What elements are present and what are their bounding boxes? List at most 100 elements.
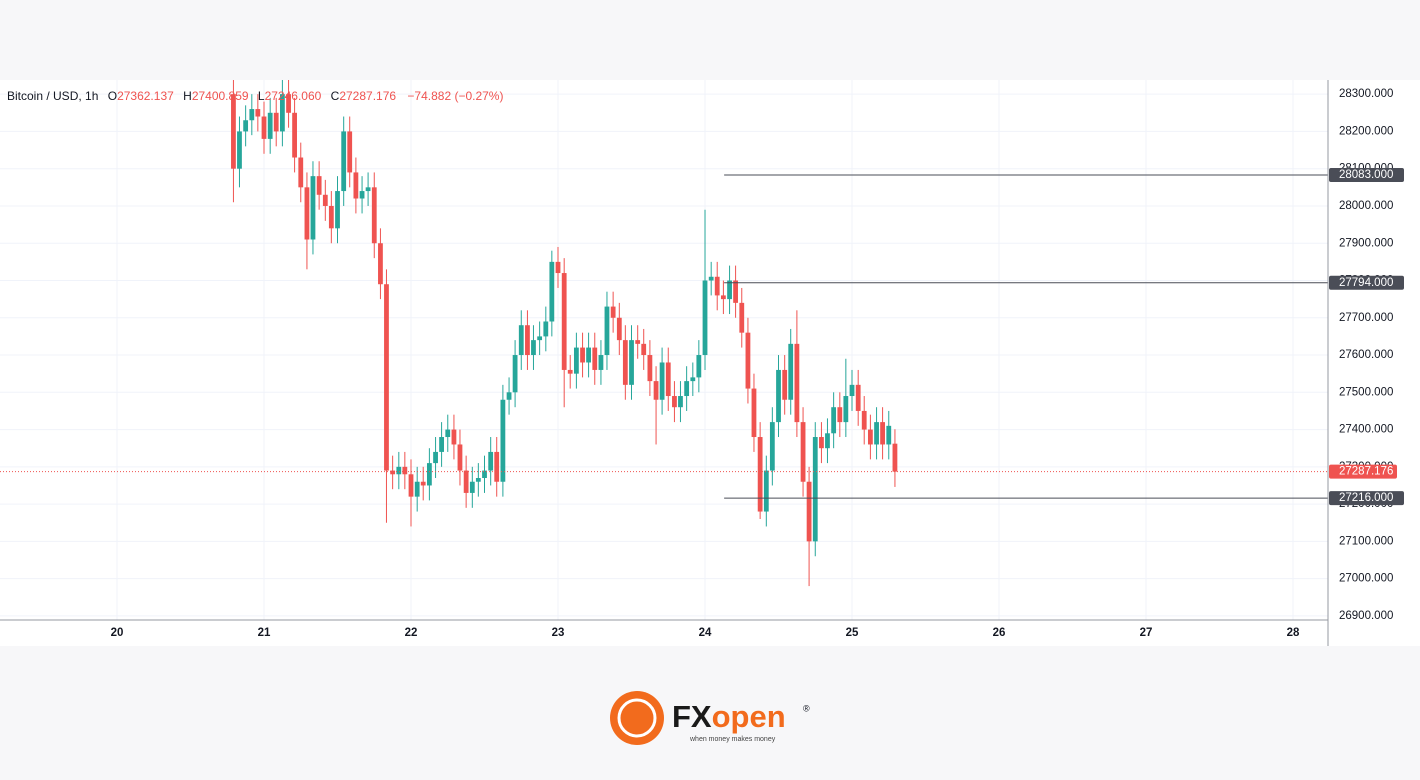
level-tag [1329, 168, 1404, 183]
candle-body [788, 343, 794, 400]
candle-body [635, 340, 641, 344]
candle-body [298, 157, 304, 188]
candle-body [843, 396, 849, 423]
candle-body [279, 94, 285, 132]
logo-open: open [712, 699, 786, 734]
axes: 26900.00027000.00027100.00027200.0002730… [111, 88, 1404, 639]
x-tick-label: 23 [552, 627, 565, 639]
candle-body [231, 94, 236, 169]
candle-body [629, 340, 634, 385]
candle-body [690, 377, 696, 382]
level-label: 28083.000 [1339, 169, 1393, 181]
logo-wordmark: FXopen [672, 699, 786, 734]
level-label: 27794.000 [1339, 277, 1393, 289]
candle-body [641, 343, 647, 356]
candle-body [745, 332, 751, 389]
y-tick-label: 28300.000 [1339, 88, 1393, 100]
candle-body [445, 429, 451, 438]
logo-icon-ring [617, 698, 657, 738]
candle-body [273, 112, 279, 132]
candle-body [365, 187, 371, 192]
candle-body [353, 172, 359, 199]
candle-body [727, 280, 732, 300]
candle-body [598, 355, 604, 370]
candle-body [776, 369, 781, 423]
level-tag [1329, 491, 1404, 506]
candle-body [359, 191, 365, 199]
close-value: 27287.176 [339, 89, 396, 103]
logo-fx: FX [672, 699, 712, 734]
candle-body [622, 340, 628, 385]
candle-body [678, 396, 683, 408]
grid [0, 80, 1328, 620]
candle-body [414, 481, 420, 497]
candle-body [647, 355, 653, 382]
candle-body [463, 470, 469, 493]
candle-body [892, 443, 898, 472]
candle-body [861, 410, 867, 430]
candle-body [819, 437, 824, 449]
candle-body [714, 276, 720, 296]
y-tick-label: 26900.000 [1339, 610, 1393, 622]
candle-body [439, 437, 444, 452]
candle-body [794, 343, 800, 423]
candle-body [525, 325, 530, 356]
candle-body [292, 112, 297, 158]
candle-body [573, 347, 579, 374]
candle-body [610, 306, 616, 318]
candle-body [518, 325, 524, 356]
logo-registered: ® [803, 703, 810, 713]
candle-body [684, 381, 690, 397]
candle-body [500, 399, 506, 482]
y-tick-label: 27900.000 [1339, 237, 1393, 249]
x-tick-label: 26 [993, 627, 1006, 639]
chart-header: Bitcoin / USD, 1h O27362.137 H27400.859 … [7, 89, 503, 103]
x-tick-label: 21 [258, 627, 271, 639]
candle-body [874, 422, 879, 445]
candle-body [549, 261, 555, 322]
candle-body [433, 451, 438, 464]
candle-body [733, 280, 738, 303]
candle-body [243, 120, 249, 132]
candle-body [831, 407, 837, 434]
candle-body [310, 176, 316, 240]
candle-body [769, 422, 775, 471]
candle-body [451, 429, 457, 445]
candle-body [702, 280, 708, 356]
candle-body [408, 474, 414, 497]
candle-body [286, 94, 291, 113]
candle-body [782, 369, 788, 400]
candle-body [672, 396, 677, 408]
candle-body [616, 317, 622, 341]
candle-body [586, 347, 591, 363]
candle-body [469, 481, 475, 493]
y-tick-label: 28000.000 [1339, 200, 1393, 212]
last-price-tag [1329, 464, 1397, 479]
candle-body [806, 481, 812, 542]
candle-body [580, 347, 585, 363]
level-tag [1329, 275, 1404, 290]
x-tick-label: 28 [1287, 627, 1300, 639]
candle-body [328, 205, 334, 229]
candle-body [659, 362, 665, 400]
candle-body [384, 284, 389, 471]
candle-body [665, 362, 671, 397]
candle-body [475, 478, 481, 482]
candle-body [825, 433, 830, 449]
candle-body [708, 276, 714, 281]
x-tick-label: 20 [111, 627, 124, 639]
candle-body [426, 463, 432, 486]
candle-body [261, 116, 267, 139]
change: −74.882 (−0.27%) [407, 89, 503, 103]
y-tick-label: 27000.000 [1339, 573, 1393, 585]
close-label: C [331, 89, 340, 103]
candle-body [855, 384, 861, 411]
candle-body [335, 191, 340, 229]
candle-body [482, 470, 487, 479]
x-tick-label: 22 [405, 627, 418, 639]
candle-body [420, 481, 426, 486]
candle-body [255, 109, 261, 117]
last-price-label: 27287.176 [1339, 466, 1393, 478]
logo-slogan: when money makes money [689, 736, 776, 743]
